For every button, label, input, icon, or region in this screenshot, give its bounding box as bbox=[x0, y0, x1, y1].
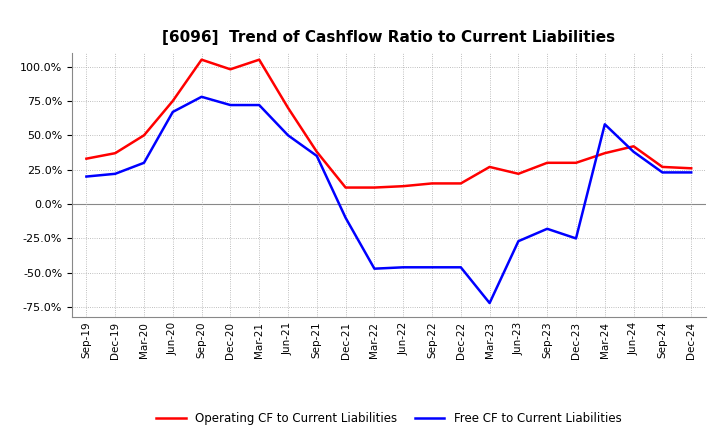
Free CF to Current Liabilities bbox=[687, 170, 696, 175]
Free CF to Current Liabilities bbox=[370, 266, 379, 271]
Free CF to Current Liabilities bbox=[658, 170, 667, 175]
Free CF to Current Liabilities bbox=[82, 174, 91, 179]
Operating CF to Current Liabilities bbox=[687, 165, 696, 171]
Operating CF to Current Liabilities bbox=[600, 150, 609, 156]
Free CF to Current Liabilities bbox=[514, 238, 523, 244]
Free CF to Current Liabilities bbox=[111, 171, 120, 176]
Free CF to Current Liabilities bbox=[197, 94, 206, 99]
Free CF to Current Liabilities bbox=[399, 264, 408, 270]
Operating CF to Current Liabilities bbox=[226, 66, 235, 72]
Title: [6096]  Trend of Cashflow Ratio to Current Liabilities: [6096] Trend of Cashflow Ratio to Curren… bbox=[162, 29, 616, 45]
Operating CF to Current Liabilities bbox=[399, 183, 408, 189]
Legend: Operating CF to Current Liabilities, Free CF to Current Liabilities: Operating CF to Current Liabilities, Fre… bbox=[151, 407, 626, 430]
Operating CF to Current Liabilities bbox=[370, 185, 379, 190]
Free CF to Current Liabilities bbox=[428, 264, 436, 270]
Line: Free CF to Current Liabilities: Free CF to Current Liabilities bbox=[86, 97, 691, 303]
Operating CF to Current Liabilities bbox=[572, 160, 580, 165]
Operating CF to Current Liabilities bbox=[428, 181, 436, 186]
Operating CF to Current Liabilities bbox=[514, 171, 523, 176]
Operating CF to Current Liabilities bbox=[82, 156, 91, 161]
Operating CF to Current Liabilities bbox=[168, 98, 177, 103]
Line: Operating CF to Current Liabilities: Operating CF to Current Liabilities bbox=[86, 60, 691, 187]
Free CF to Current Liabilities bbox=[140, 160, 148, 165]
Operating CF to Current Liabilities bbox=[111, 150, 120, 156]
Operating CF to Current Liabilities bbox=[255, 57, 264, 62]
Free CF to Current Liabilities bbox=[255, 103, 264, 108]
Free CF to Current Liabilities bbox=[572, 236, 580, 241]
Free CF to Current Liabilities bbox=[312, 153, 321, 158]
Operating CF to Current Liabilities bbox=[341, 185, 350, 190]
Free CF to Current Liabilities bbox=[168, 109, 177, 114]
Operating CF to Current Liabilities bbox=[658, 164, 667, 169]
Free CF to Current Liabilities bbox=[543, 226, 552, 231]
Operating CF to Current Liabilities bbox=[485, 164, 494, 169]
Operating CF to Current Liabilities bbox=[197, 57, 206, 62]
Operating CF to Current Liabilities bbox=[456, 181, 465, 186]
Operating CF to Current Liabilities bbox=[312, 149, 321, 154]
Operating CF to Current Liabilities bbox=[543, 160, 552, 165]
Free CF to Current Liabilities bbox=[284, 132, 292, 138]
Free CF to Current Liabilities bbox=[600, 121, 609, 127]
Free CF to Current Liabilities bbox=[341, 215, 350, 220]
Free CF to Current Liabilities bbox=[629, 149, 638, 154]
Operating CF to Current Liabilities bbox=[629, 143, 638, 149]
Operating CF to Current Liabilities bbox=[284, 105, 292, 110]
Free CF to Current Liabilities bbox=[456, 264, 465, 270]
Operating CF to Current Liabilities bbox=[140, 132, 148, 138]
Free CF to Current Liabilities bbox=[226, 103, 235, 108]
Free CF to Current Liabilities bbox=[485, 301, 494, 306]
